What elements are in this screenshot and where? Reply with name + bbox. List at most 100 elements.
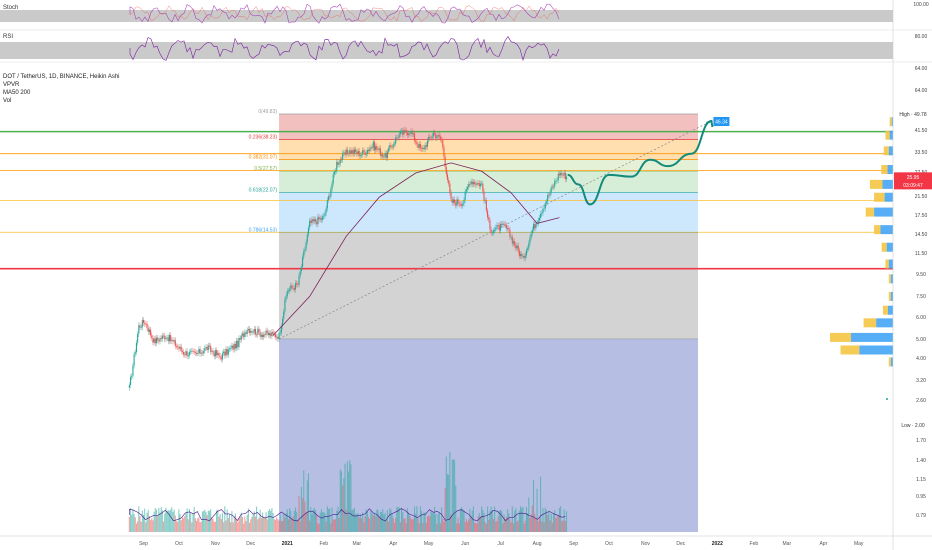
candle-body bbox=[548, 195, 550, 196]
candle-body bbox=[430, 137, 432, 139]
symbol-title[interactable]: DOT / TetherUS, 1D, BINANCE, Heikin Ashi bbox=[3, 74, 120, 80]
volume-bar bbox=[311, 514, 313, 532]
vp-bar-down bbox=[890, 274, 893, 284]
volume-bar bbox=[310, 507, 312, 532]
candle-body bbox=[226, 348, 228, 355]
candle-body bbox=[171, 340, 173, 342]
volume-bar bbox=[299, 521, 301, 532]
candle-body bbox=[468, 184, 470, 188]
fib-zone bbox=[279, 232, 698, 339]
volume-bar bbox=[191, 522, 193, 532]
volume-bar bbox=[305, 511, 307, 532]
candle-body bbox=[218, 352, 220, 356]
volume-bar bbox=[562, 520, 564, 532]
trend-dotted-line bbox=[278, 120, 712, 340]
high-price-tag: High · 49.78 bbox=[894, 109, 932, 119]
volume-bar bbox=[430, 511, 432, 532]
projection-path bbox=[567, 119, 712, 206]
candle-body bbox=[454, 199, 456, 203]
candle-body bbox=[132, 365, 134, 376]
last-price-tag: 25.95 bbox=[894, 172, 932, 182]
candle-body bbox=[225, 348, 227, 356]
candle-body bbox=[439, 136, 441, 140]
candle-body bbox=[415, 140, 417, 143]
volume-bar bbox=[158, 507, 160, 532]
candle-body bbox=[424, 145, 426, 150]
candle-body bbox=[488, 217, 490, 220]
candle-body bbox=[476, 183, 478, 185]
volume-bar bbox=[327, 509, 330, 532]
volume-bar bbox=[217, 509, 219, 532]
volume-bar bbox=[362, 512, 364, 532]
volume-bar bbox=[428, 515, 430, 532]
candle-body bbox=[270, 333, 272, 337]
price-tick-label: 5.00 bbox=[916, 337, 926, 343]
volume-bar bbox=[398, 507, 400, 532]
volume-bar bbox=[477, 516, 479, 532]
volume-bar bbox=[230, 522, 232, 532]
candle-body bbox=[431, 136, 433, 139]
volume-bar bbox=[240, 512, 242, 532]
candle-body bbox=[157, 337, 159, 341]
price-tick-label: 1.15 bbox=[916, 477, 926, 483]
volume-bar bbox=[172, 511, 174, 532]
candle-body bbox=[239, 338, 241, 340]
indicator-volume[interactable]: Vol bbox=[3, 98, 12, 104]
volume-bar bbox=[335, 519, 337, 532]
volume-bar bbox=[272, 513, 274, 532]
volume-bar bbox=[331, 507, 333, 532]
time-tick-label: Jun bbox=[461, 541, 469, 547]
volume-bar bbox=[461, 506, 463, 532]
candle-body bbox=[358, 150, 360, 157]
candle-body bbox=[405, 130, 407, 133]
volume-bar bbox=[383, 514, 385, 532]
volume-bar bbox=[554, 510, 556, 532]
candle-body bbox=[252, 332, 254, 334]
candle-body bbox=[237, 340, 239, 348]
fib-level-label: 0.618(22.07) bbox=[249, 187, 278, 193]
volume-bar bbox=[419, 506, 421, 532]
candle-body bbox=[421, 148, 423, 150]
vp-bar-up bbox=[881, 165, 888, 175]
time-tick-label: May bbox=[854, 541, 864, 547]
candle-body bbox=[322, 216, 324, 220]
time-tick-label: Oct bbox=[175, 541, 183, 547]
volume-bar bbox=[555, 518, 557, 532]
candle-body bbox=[466, 187, 469, 190]
volume-bar bbox=[528, 497, 530, 532]
candle-body bbox=[283, 311, 285, 319]
candle-body bbox=[380, 154, 383, 156]
indicator-vpvr[interactable]: VPVR bbox=[3, 82, 20, 88]
indicator-ma[interactable]: MA50 200 bbox=[3, 90, 31, 96]
candle-body bbox=[203, 351, 205, 354]
volume-ma-line bbox=[129, 508, 566, 522]
price-tick-label: 1.40 bbox=[916, 458, 926, 464]
volume-bar bbox=[307, 473, 310, 532]
vp-bar-down bbox=[890, 291, 893, 301]
volume-bar bbox=[161, 510, 163, 532]
candle-body bbox=[392, 144, 394, 148]
volume-bar bbox=[151, 518, 153, 532]
candle-body bbox=[372, 141, 374, 148]
rsi-line bbox=[129, 36, 560, 62]
candle-body bbox=[267, 332, 269, 336]
candle-body bbox=[314, 219, 317, 222]
price-tick-label: 2.60 bbox=[916, 398, 926, 404]
candle-body bbox=[204, 348, 206, 352]
volume-bar bbox=[349, 460, 351, 532]
volume-bar bbox=[309, 520, 311, 532]
volume-bar bbox=[352, 509, 354, 532]
volume-bar bbox=[184, 515, 186, 532]
candle-body bbox=[498, 225, 500, 231]
candle-body bbox=[130, 377, 132, 385]
volume-bar bbox=[413, 506, 416, 532]
volume-bar bbox=[276, 517, 278, 532]
candle-body bbox=[264, 334, 266, 336]
volume-bar bbox=[343, 478, 345, 532]
volume-bar bbox=[263, 516, 265, 532]
volume-bar bbox=[378, 516, 380, 532]
volume-bar bbox=[455, 485, 457, 532]
volume-bar bbox=[409, 515, 411, 532]
candle-body bbox=[312, 219, 314, 222]
